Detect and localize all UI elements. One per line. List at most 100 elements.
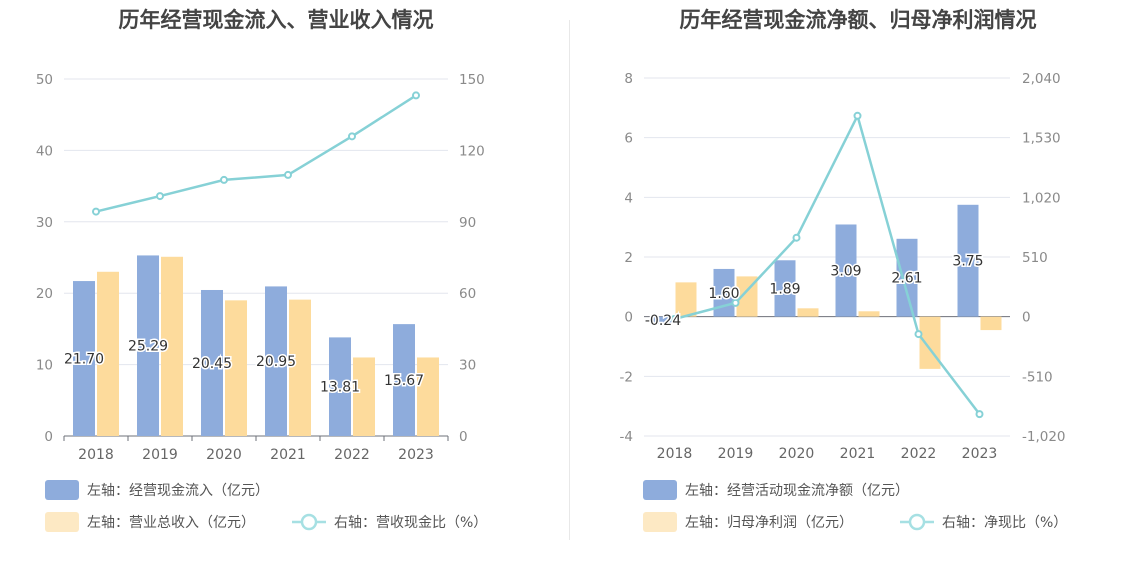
- bar-series-a: [137, 255, 159, 436]
- right-axis-tick: 2,040: [1022, 71, 1061, 87]
- data-label: 20.45: [192, 356, 232, 372]
- bar-series-a: [265, 286, 287, 436]
- x-axis-tick: 2023: [962, 446, 998, 462]
- bar-series-b: [980, 316, 1002, 331]
- right-axis-tick: 510: [1022, 250, 1048, 266]
- left-axis-tick: 2: [624, 250, 633, 266]
- legend-swatch-a: [643, 480, 677, 500]
- line-point: [220, 175, 228, 184]
- bar-series-a: [957, 204, 979, 317]
- left-axis-tick: 0: [624, 310, 633, 326]
- left-axis-tick: -4: [620, 429, 633, 445]
- x-axis-tick: 2022: [334, 447, 370, 463]
- right-axis-tick: 0: [459, 429, 468, 445]
- left-axis-tick: 10: [36, 358, 53, 374]
- line-point: [284, 170, 292, 179]
- data-label: 20.95: [256, 354, 296, 370]
- data-label: 13.81: [320, 380, 360, 396]
- legend-label-b: 左轴：营业总收入（亿元）: [87, 515, 255, 531]
- left-axis-tick: 6: [624, 131, 633, 147]
- line-series: [674, 112, 981, 415]
- legend-label-b: 左轴：归母净利润（亿元）: [685, 514, 853, 531]
- right-axis-tick: 90: [459, 215, 476, 231]
- left-axis-tick: 4: [624, 190, 633, 206]
- bar-series-b: [97, 271, 119, 436]
- line-point: [92, 207, 100, 216]
- bar-series-a: [329, 337, 351, 436]
- legend-swatch-b: [643, 512, 677, 532]
- left-axis-tick: 50: [36, 72, 53, 88]
- left-axis-tick: 0: [44, 429, 53, 445]
- bar-series-b: [289, 299, 311, 436]
- bar-series-a: [73, 281, 95, 436]
- right-axis-tick: 0: [1022, 310, 1031, 326]
- legend-swatch-b: [45, 512, 79, 532]
- bar-series-b: [797, 308, 819, 317]
- line-point: [670, 315, 679, 324]
- legend-label-c: 右轴：营收现金比（%）: [334, 515, 487, 531]
- right-axis-tick: 1,530: [1022, 131, 1061, 147]
- legend-marker-c: [908, 513, 926, 531]
- legend-marker-c: [300, 513, 318, 531]
- bar-series-b: [675, 282, 697, 317]
- bar-series-a: [835, 224, 857, 317]
- bar-series-a: [393, 324, 415, 436]
- data-label: 3.75: [952, 254, 983, 270]
- data-label: 1.60: [708, 286, 739, 302]
- chart-title: 历年经营现金流入、营业收入情况: [119, 8, 434, 32]
- left-axis-tick: 40: [36, 143, 53, 159]
- x-axis-tick: 2022: [901, 446, 937, 462]
- line-point: [731, 298, 740, 307]
- x-axis-tick: 2019: [142, 447, 178, 463]
- left-axis-tick: -2: [620, 369, 633, 385]
- legend-label-a: 左轴：经营现金流入（亿元）: [87, 483, 269, 499]
- x-axis-tick: 2019: [718, 446, 754, 462]
- line-point: [792, 233, 801, 242]
- right-axis-tick: 1,020: [1022, 190, 1061, 206]
- data-label: -0.24: [645, 313, 681, 329]
- legend-label-a: 左轴：经营活动现金流净额（亿元）: [685, 483, 909, 499]
- data-label: 3.09: [830, 264, 861, 280]
- data-label: 21.70: [64, 352, 104, 368]
- legend-swatch-a: [45, 480, 79, 500]
- legend-label-c: 右轴：净现比（%）: [942, 515, 1067, 531]
- x-axis-tick: 2021: [270, 447, 306, 463]
- data-label: 2.61: [891, 271, 922, 287]
- line-point: [975, 410, 984, 419]
- data-label: 15.67: [384, 373, 424, 389]
- right-axis-tick: 30: [459, 358, 476, 374]
- x-axis-tick: 2021: [840, 446, 876, 462]
- bar-series-b: [161, 256, 183, 436]
- right-axis-tick: 150: [459, 72, 485, 88]
- chart-divider: [569, 20, 570, 540]
- chart-right: 历年经营现金流净额、归母净利润情况 -4 -1,020 -2 -510 0 0 2 510 4 1,…: [620, 8, 1067, 532]
- left-axis-tick: 8: [624, 71, 633, 87]
- bar-series-a: [201, 289, 223, 436]
- chart-left: 历年经营现金流入、营业收入情况 0 0 10 30 20 60 30 90 40 120 50 150 2…: [36, 8, 487, 532]
- bar-series-a: [896, 238, 918, 317]
- bar-series-b: [353, 357, 375, 436]
- chart-title: 历年经营现金流净额、归母净利润情况: [680, 8, 1037, 32]
- line-point: [853, 111, 862, 120]
- line-point: [412, 91, 420, 100]
- line-point: [348, 132, 356, 141]
- line-point: [156, 192, 164, 201]
- bar-series-a: [774, 260, 796, 317]
- bar-series-b: [919, 316, 941, 369]
- x-axis-tick: 2020: [206, 447, 242, 463]
- left-axis-tick: 30: [36, 215, 53, 231]
- right-axis-tick: 120: [459, 143, 485, 159]
- line-point: [914, 330, 923, 339]
- x-axis-tick: 2018: [78, 447, 114, 463]
- x-axis-tick: 2020: [779, 446, 815, 462]
- bar-series-b: [225, 300, 247, 436]
- data-label: 25.29: [128, 339, 168, 355]
- bar-series-b: [858, 311, 880, 317]
- bar-series-a: [652, 316, 674, 324]
- right-axis-tick: -510: [1022, 369, 1053, 385]
- right-axis-tick: -1,020: [1022, 429, 1066, 445]
- x-axis-tick: 2023: [398, 447, 434, 463]
- line-series: [95, 94, 417, 213]
- data-label: 1.89: [769, 281, 800, 297]
- bar-series-b: [417, 357, 439, 436]
